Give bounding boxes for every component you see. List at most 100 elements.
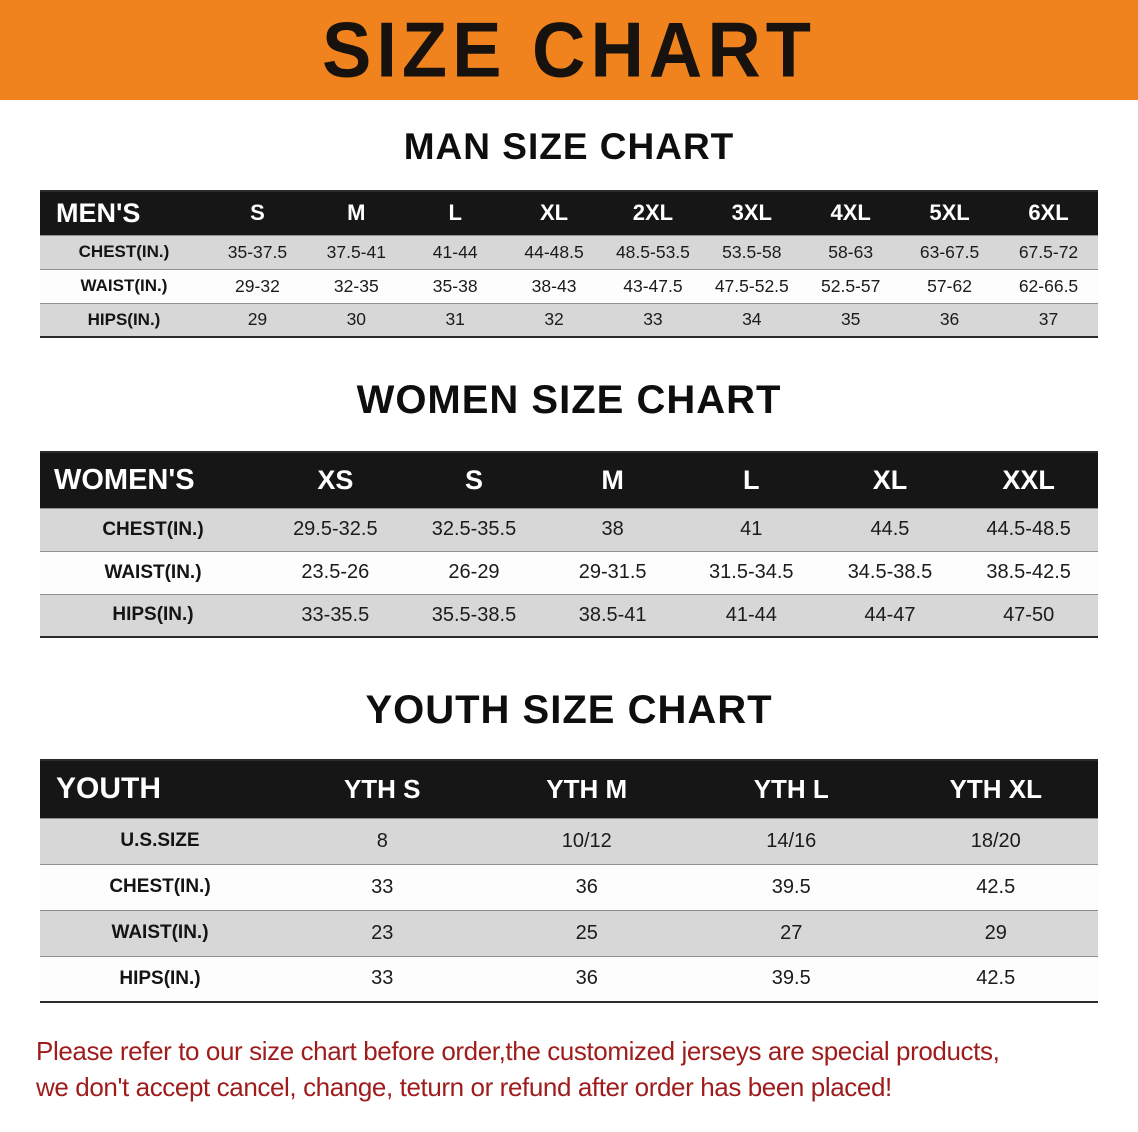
size-value: 8 [280,817,485,864]
size-value: 34 [702,302,802,337]
header-row: MEN'S S M L XL 2XL 3XL 4XL 5XL 6XL [40,191,1098,235]
size-value: 41-44 [681,593,821,637]
mens-section: MAN SIZE CHART MEN'S S M L XL 2XL 3XL 4XL 5XL 6XL C… [0,126,1138,338]
size-value: 29.5-32.5 [266,507,405,551]
size-value: 62-66.5 [999,268,1098,303]
size-column-header: L [405,191,505,235]
size-value: 48.5-53.5 [603,234,703,269]
table-title-cell: WOMEN'S [40,452,266,508]
size-value: 44-48.5 [504,234,604,269]
row-label: WAIST(IN.) [40,550,266,594]
size-column-header: 4XL [801,191,901,235]
row-label: WAIST(IN.) [40,268,208,303]
youth-table: YOUTH YTH S YTH M YTH L YTH XL U.S.SIZE 8 10/12… [40,759,1098,1003]
size-value: 36 [484,955,689,1002]
row-label: HIPS(IN.) [40,593,266,637]
size-value: 58-63 [801,234,901,269]
table-row: CHEST(IN.) 35-37.5 37.5-41 41-44 44-48.5 48.5… [40,234,1098,269]
size-value: 33 [280,955,485,1002]
size-column-header: XXL [959,452,1098,508]
size-value: 32-35 [306,268,406,303]
row-label: WAIST(IN.) [40,909,280,956]
table-title-cell: MEN'S [40,191,208,235]
size-value: 44.5 [820,507,960,551]
disclaimer-line-1: Please refer to our size chart before or… [36,1036,1000,1066]
row-label: U.S.SIZE [40,817,280,864]
disclaimer-text: Please refer to our size chart before or… [36,1033,1102,1106]
row-label: CHEST(IN.) [40,863,280,910]
size-value: 33 [603,302,703,337]
womens-heading: WOMEN SIZE CHART [356,378,782,422]
size-value: 38.5-42.5 [959,550,1098,594]
size-value: 43-47.5 [603,268,703,303]
size-column-header: L [681,452,821,508]
size-value: 39.5 [689,863,894,910]
size-value: 29-32 [208,268,307,303]
size-value: 26-29 [404,550,544,594]
size-value: 32 [504,302,604,337]
size-value: 38-43 [504,268,604,303]
size-value: 14/16 [689,817,894,864]
size-value: 38.5-41 [543,593,682,637]
size-value: 67.5-72 [999,234,1098,269]
youth-heading: YOUTH SIZE CHART [365,688,773,732]
size-value: 37.5-41 [306,234,406,269]
size-value: 44.5-48.5 [959,507,1098,551]
size-column-header: 6XL [999,191,1098,235]
table-row: CHEST(IN.) 33 36 39.5 42.5 [40,863,1098,910]
size-column-header: 5XL [900,191,999,235]
size-charts: MAN SIZE CHART MEN'S S M L XL 2XL 3XL 4XL 5XL 6XL C… [0,126,1138,1003]
header-row: YOUTH YTH S YTH M YTH L YTH XL [40,760,1098,818]
size-column-header: YTH M [484,760,689,818]
size-column-header: XL [504,191,604,235]
row-label: HIPS(IN.) [40,955,280,1002]
size-column-header: YTH S [280,760,485,818]
size-value: 23 [280,909,485,956]
size-column-header: S [404,452,544,508]
size-value: 41 [681,507,821,551]
size-column-header: M [543,452,682,508]
size-value: 47.5-52.5 [702,268,802,303]
size-value: 23.5-26 [266,550,405,594]
size-value: 41-44 [405,234,505,269]
mens-heading: MAN SIZE CHART [403,126,735,167]
womens-section: WOMEN SIZE CHART WOMEN'S XS S M L XL XXL CHEST(I… [0,378,1138,638]
table-row: HIPS(IN.) 29 30 31 32 33 34 35 36 37 [40,302,1098,337]
size-value: 30 [306,302,406,337]
size-value: 31 [405,302,505,337]
size-value: 25 [484,909,689,956]
table-row: HIPS(IN.) 33 36 39.5 42.5 [40,955,1098,1002]
table-row: WAIST(IN.) 23 25 27 29 [40,909,1098,956]
size-value: 29 [893,909,1098,956]
size-column-header: XS [266,452,405,508]
size-value: 18/20 [893,817,1098,864]
size-value: 29-31.5 [543,550,682,594]
size-column-header: 3XL [702,191,802,235]
table-row: WAIST(IN.) 29-32 32-35 35-38 38-43 43-47.5 47.… [40,268,1098,303]
size-value: 37 [999,302,1098,337]
size-value: 35 [801,302,901,337]
size-value: 29 [208,302,307,337]
size-value: 34.5-38.5 [820,550,960,594]
table-row: WAIST(IN.) 23.5-26 26-29 29-31.5 31.5-34.5 34… [40,550,1098,594]
size-value: 39.5 [689,955,894,1002]
youth-section: YOUTH SIZE CHART YOUTH YTH S YTH M YTH L YTH … [0,688,1138,1003]
size-value: 33-35.5 [266,593,405,637]
row-label: CHEST(IN.) [40,507,266,551]
size-column-header: 2XL [603,191,703,235]
size-value: 38 [543,507,682,551]
size-column-header: YTH XL [893,760,1098,818]
size-value: 52.5-57 [801,268,901,303]
size-value: 35-38 [405,268,505,303]
size-value: 47-50 [959,593,1098,637]
size-column-header: YTH L [689,760,894,818]
size-value: 42.5 [893,955,1098,1002]
size-value: 42.5 [893,863,1098,910]
size-value: 32.5-35.5 [404,507,544,551]
table-row: CHEST(IN.) 29.5-32.5 32.5-35.5 38 41 44.5 44.5… [40,507,1098,551]
size-column-header: M [306,191,406,235]
size-value: 35.5-38.5 [404,593,544,637]
size-value: 33 [280,863,485,910]
size-column-header: S [208,191,307,235]
row-label: HIPS(IN.) [40,302,208,337]
